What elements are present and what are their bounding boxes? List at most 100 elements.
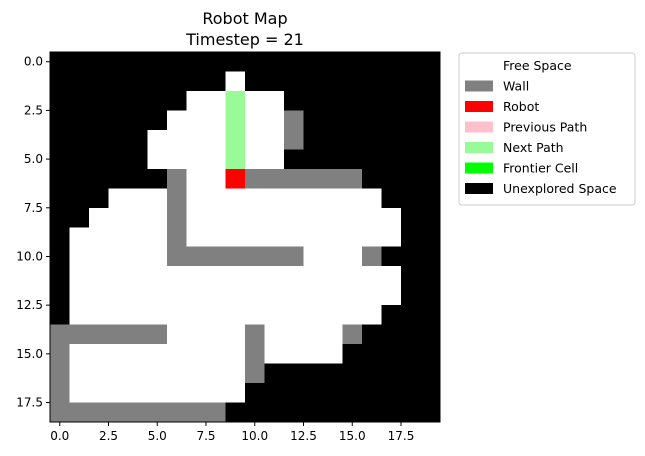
map-cell xyxy=(69,383,90,403)
map-cell xyxy=(89,324,109,345)
map-cell xyxy=(108,285,129,306)
map-cell xyxy=(303,188,324,209)
map-cell xyxy=(50,52,70,72)
map-cell xyxy=(167,168,187,189)
map-cell xyxy=(108,266,129,287)
map-cell xyxy=(89,266,109,287)
map-cell xyxy=(50,344,70,364)
map-cell xyxy=(69,129,90,150)
legend-item: Free Space xyxy=(465,58,572,73)
map-cell xyxy=(284,324,304,345)
map-cell xyxy=(147,110,168,131)
map-cell xyxy=(420,207,441,228)
map-cell xyxy=(186,207,207,228)
map-cell xyxy=(225,129,246,150)
map-cell xyxy=(245,129,265,150)
map-cell xyxy=(128,246,148,267)
map-cell xyxy=(128,266,148,287)
y-tick-label: 10.0 xyxy=(16,249,43,263)
map-cell xyxy=(381,71,402,92)
map-cell xyxy=(303,305,324,326)
map-cell xyxy=(50,227,70,248)
map-cell xyxy=(50,305,70,326)
legend-label: Previous Path xyxy=(503,120,587,135)
map-cell xyxy=(186,363,207,384)
map-cell xyxy=(225,188,246,209)
map-cell xyxy=(128,110,148,131)
map-cell xyxy=(225,168,246,189)
map-cell xyxy=(186,71,207,92)
map-cell xyxy=(264,285,285,306)
map-cell xyxy=(89,402,109,423)
legend-label: Free Space xyxy=(503,58,572,73)
map-cell xyxy=(245,207,265,228)
map-cell xyxy=(206,110,226,131)
map-cell xyxy=(381,110,402,131)
legend-swatch xyxy=(465,101,493,112)
map-cell xyxy=(284,305,304,326)
map-cell xyxy=(206,266,226,287)
map-cell xyxy=(245,383,265,403)
map-cell xyxy=(186,344,207,364)
map-cell xyxy=(206,71,226,92)
map-cell xyxy=(342,227,363,248)
map-cell xyxy=(401,110,421,131)
map-cell xyxy=(128,129,148,150)
map-cell xyxy=(206,402,226,423)
map-cell xyxy=(167,188,187,209)
map-cell xyxy=(420,402,441,423)
map-cell xyxy=(89,90,109,111)
map-cell xyxy=(89,363,109,384)
map-cell xyxy=(323,207,343,228)
map-cell xyxy=(89,71,109,92)
map-cell xyxy=(420,149,441,170)
map-cell xyxy=(128,227,148,248)
map-cell xyxy=(420,168,441,189)
map-cell xyxy=(284,363,304,384)
map-cell xyxy=(342,285,363,306)
map-cell xyxy=(225,305,246,326)
map-cell xyxy=(147,383,168,403)
map-cell xyxy=(362,90,382,111)
map-cell xyxy=(128,383,148,403)
map-cell xyxy=(323,383,343,403)
map-cell xyxy=(186,285,207,306)
map-cell xyxy=(108,324,129,345)
map-cell xyxy=(264,90,285,111)
map-cell xyxy=(147,188,168,209)
map-cell xyxy=(186,402,207,423)
map-cell xyxy=(420,344,441,364)
map-cell xyxy=(225,227,246,248)
map-cell xyxy=(108,168,129,189)
map-cell xyxy=(362,383,382,403)
map-cell xyxy=(206,383,226,403)
legend-label: Unexplored Space xyxy=(503,181,617,196)
map-cell xyxy=(420,227,441,248)
map-cell xyxy=(128,188,148,209)
map-cell xyxy=(401,71,421,92)
map-cell xyxy=(245,402,265,423)
map-cell xyxy=(303,168,324,189)
map-cell xyxy=(167,227,187,248)
map-cell xyxy=(323,266,343,287)
map-cell xyxy=(323,71,343,92)
map-cell xyxy=(362,266,382,287)
map-cell xyxy=(108,207,129,228)
map-cell xyxy=(323,168,343,189)
map-cell xyxy=(147,344,168,364)
map-cell xyxy=(264,52,285,72)
map-cell xyxy=(186,168,207,189)
map-cell xyxy=(362,344,382,364)
map-cell xyxy=(342,363,363,384)
map-cell xyxy=(69,363,90,384)
legend-swatch xyxy=(465,183,493,194)
map-cell xyxy=(50,246,70,267)
map-cell xyxy=(362,324,382,345)
map-cell xyxy=(69,305,90,326)
map-cell xyxy=(401,149,421,170)
map-cell xyxy=(264,71,285,92)
legend-box xyxy=(458,52,636,206)
map-cell xyxy=(69,149,90,170)
map-cell xyxy=(362,207,382,228)
